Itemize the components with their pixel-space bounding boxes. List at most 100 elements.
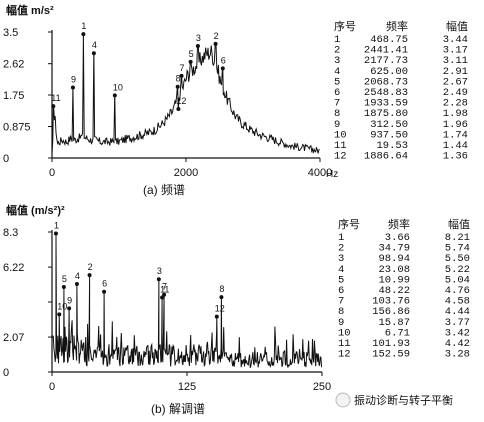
table-cell: 3.28 xyxy=(445,349,470,361)
table-cell: 6.71 xyxy=(385,327,410,339)
watermark: 振动诊断与转子平衡 xyxy=(335,392,453,408)
table-cell: 2068.73 xyxy=(364,76,408,88)
peak-point xyxy=(220,66,225,71)
table-header: 频率 xyxy=(388,217,410,231)
panel-a-xlabel: Hz xyxy=(326,169,338,180)
table-cell: 23.08 xyxy=(378,264,410,276)
peak-point xyxy=(160,295,165,300)
table-cell: 156.86 xyxy=(372,306,410,318)
table-cell: 1 xyxy=(338,232,344,244)
table-cell: 2441.41 xyxy=(364,45,408,57)
peak-point xyxy=(176,107,181,112)
table-cell: 103.76 xyxy=(372,296,410,308)
peak-point xyxy=(74,281,79,286)
x-tick-label: 0 xyxy=(49,381,55,393)
table-cell: 5 xyxy=(334,76,340,88)
y-tick-label: 8.3 xyxy=(3,227,18,239)
table-header: 序号 xyxy=(338,217,360,231)
peak-point xyxy=(112,93,117,98)
table-cell: 2.49 xyxy=(443,87,468,99)
panel-a-yticks: 0 0.875 1.75 2.62 3.5 xyxy=(3,27,52,165)
table-cell: 10 xyxy=(334,129,347,141)
table-cell: 8 xyxy=(334,108,340,120)
y-tick-label: 2.07 xyxy=(3,332,24,344)
table-cell: 5.50 xyxy=(445,253,470,265)
table-cell: 3.11 xyxy=(443,55,468,67)
panel-b-peak-table: 序号 频率 幅值 1 3.66 8.21 2 34.79 5.74 3 98.94 5.50 4 23.0… xyxy=(338,217,470,361)
peak-label: 2 xyxy=(88,262,93,272)
peak-label: 1 xyxy=(81,21,86,31)
table-cell: 19.53 xyxy=(376,140,408,152)
table-cell: 11 xyxy=(338,338,351,350)
table-cell: 1.44 xyxy=(443,140,468,152)
peak-label: 6 xyxy=(221,55,226,65)
y-tick-label: 1.75 xyxy=(3,90,24,102)
y-tick-label: 0 xyxy=(3,367,9,379)
table-cell: 3.44 xyxy=(443,34,468,46)
table-header: 幅值 xyxy=(448,218,470,231)
table-cell: 12 xyxy=(338,349,351,361)
table-cell: 625.00 xyxy=(370,66,408,78)
panel-a-peak-table: 序号 频率 幅值 1 468.75 3.44 2 2441.41 3.17 3 2177.73 3.1… xyxy=(334,19,468,163)
y-tick-label: 0 xyxy=(3,153,9,165)
table-cell: 9 xyxy=(334,119,340,131)
y-tick-label: 3.5 xyxy=(3,27,18,39)
table-cell: 5.74 xyxy=(445,243,470,255)
peak-label: 7 xyxy=(162,282,167,292)
peak-point xyxy=(87,273,92,278)
table-header: 序号 xyxy=(334,19,356,33)
table-cell: 5.22 xyxy=(445,264,470,276)
table-cell: 1875.80 xyxy=(364,108,408,120)
watermark-logo-icon xyxy=(335,392,351,408)
peak-point xyxy=(57,312,62,317)
table-cell: 10 xyxy=(338,327,351,339)
peak-point xyxy=(53,231,58,236)
panel-a-caption: (a) 频谱 xyxy=(143,183,185,197)
panel-b-axes xyxy=(51,230,322,373)
panel-b-caption: (b) 解调谱 xyxy=(151,402,205,416)
panel-a-ylabel: 幅值 m/s² xyxy=(6,3,54,17)
peak-point xyxy=(51,104,56,109)
peak-point xyxy=(214,314,219,319)
peak-label: 8 xyxy=(176,74,181,84)
peak-label: 4 xyxy=(92,40,97,50)
y-tick-label: 2.62 xyxy=(3,59,24,71)
table-cell: 3.42 xyxy=(445,327,470,339)
panel-a-series-line xyxy=(51,34,320,154)
table-header: 幅值 xyxy=(446,20,468,33)
table-cell: 12 xyxy=(334,151,347,163)
table-cell: 3 xyxy=(338,253,344,265)
peak-label: 12 xyxy=(176,96,186,106)
table-cell: 4 xyxy=(334,66,340,78)
peak-label: 5 xyxy=(189,49,194,59)
table-cell: 34.79 xyxy=(378,243,410,255)
peak-point xyxy=(91,51,96,56)
peak-label: 9 xyxy=(71,74,76,84)
peak-point xyxy=(61,284,66,289)
watermark-text: 振动诊断与转子平衡 xyxy=(354,393,453,407)
table-cell: 3 xyxy=(334,55,340,67)
table-cell: 11 xyxy=(334,140,347,152)
table-cell: 1.74 xyxy=(443,129,468,141)
table-cell: 2548.83 xyxy=(364,87,408,99)
table-cell: 15.87 xyxy=(378,317,410,329)
peak-point xyxy=(102,289,107,294)
peak-label: 1 xyxy=(54,221,59,231)
table-cell: 98.94 xyxy=(378,253,410,265)
peak-label: 10 xyxy=(57,301,67,311)
peak-point xyxy=(156,277,161,282)
peak-label: 3 xyxy=(196,33,201,43)
table-cell: 4.44 xyxy=(445,306,470,318)
table-cell: 6 xyxy=(338,285,344,297)
x-tick-label: 125 xyxy=(178,381,196,393)
table-cell: 3.66 xyxy=(385,232,410,244)
table-cell: 10.99 xyxy=(378,274,410,286)
table-cell: 7 xyxy=(334,98,340,110)
peak-point xyxy=(195,44,200,49)
x-tick-label: 2000 xyxy=(174,167,198,179)
table-cell: 937.50 xyxy=(370,129,408,141)
table-cell: 101.93 xyxy=(372,338,410,350)
table-cell: 4.58 xyxy=(445,296,470,308)
